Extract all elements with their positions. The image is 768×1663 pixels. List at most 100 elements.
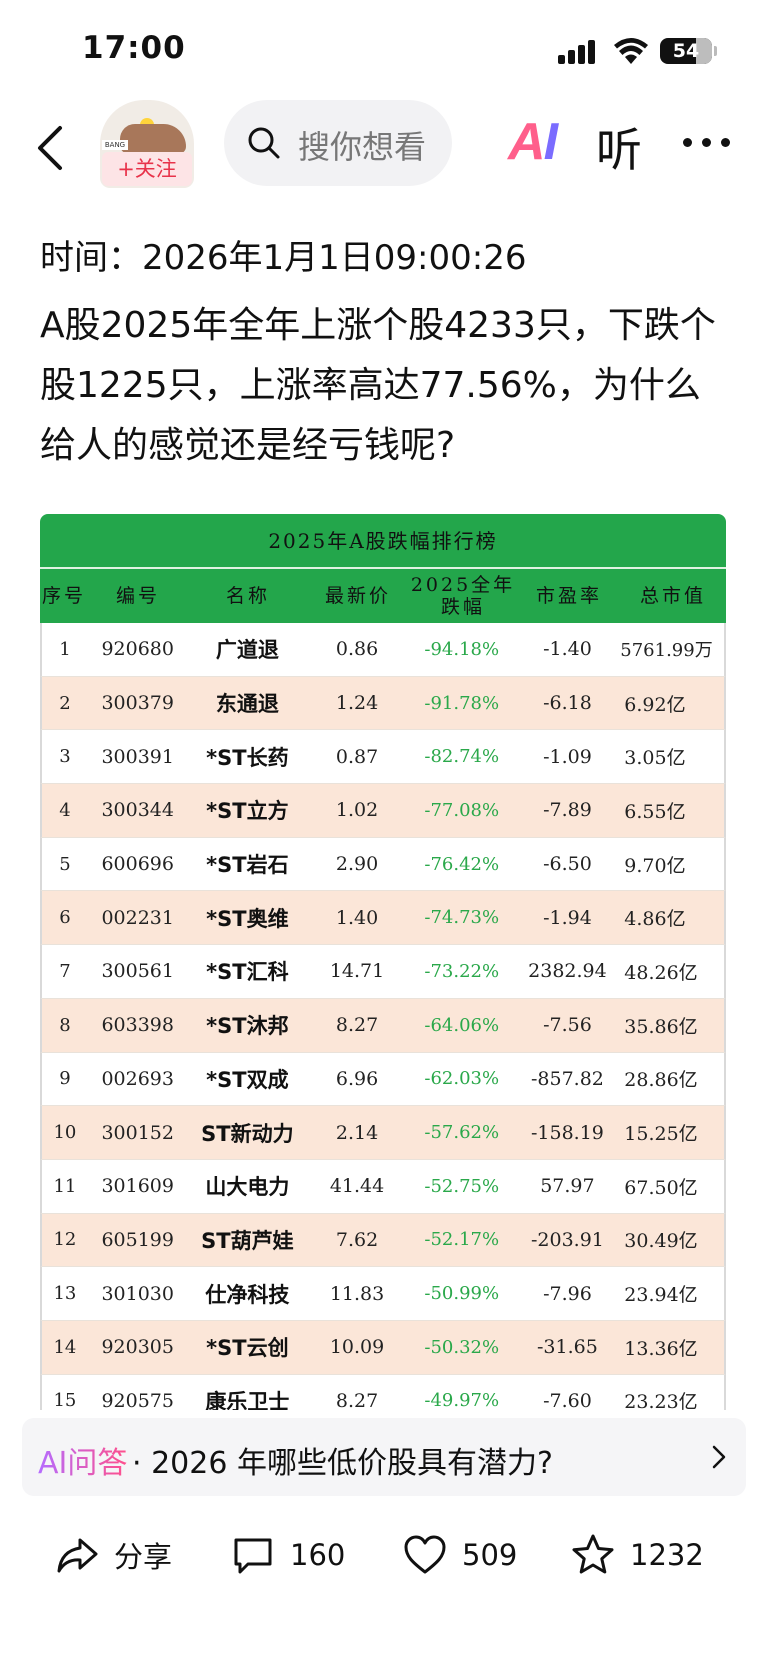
cell-market-cap: 15.25亿 <box>624 1123 698 1146</box>
cell-price: 1.40 <box>335 906 379 929</box>
cell-change: -50.32% <box>424 1336 500 1358</box>
cell-pe: -1.09 <box>543 745 592 768</box>
cell-price: 7.62 <box>335 1228 379 1251</box>
star-icon <box>572 1534 614 1574</box>
share-button[interactable]: 分享 <box>54 1530 172 1580</box>
table-row: 14 920305 *ST云创 10.09 -50.32% -31.65 13.… <box>40 1320 726 1375</box>
cell-rank: 3 <box>59 746 71 768</box>
cell-price: 8.27 <box>335 1389 379 1410</box>
follow-button[interactable]: +关注 <box>102 152 192 186</box>
table-caption: 2025年A股跌幅排行榜 <box>40 514 726 569</box>
cell-pe: -31.65 <box>537 1336 598 1359</box>
cell-name: *ST双成 <box>206 1067 289 1092</box>
cell-change: -82.74% <box>424 746 500 768</box>
cell-rank: 2 <box>59 692 71 714</box>
cell-market-cap: 5761.99万 <box>620 640 713 662</box>
cell-rank: 5 <box>59 853 71 875</box>
cell-code: 002693 <box>101 1067 174 1090</box>
cell-change: -91.78% <box>424 692 500 714</box>
table-row: 8 603398 *ST沐邦 8.27 -64.06% -7.56 35.86亿 <box>40 998 726 1053</box>
ranking-table-image[interactable]: 2025年A股跌幅排行榜 序号 编号 名称 最新价 2025全年 跌幅 市盈率 … <box>40 514 726 1410</box>
favorite-count: 1232 <box>630 1538 704 1572</box>
cell-name: *ST汇科 <box>206 960 289 985</box>
cell-market-cap: 23.23亿 <box>624 1391 698 1410</box>
cell-name: *ST云创 <box>206 1336 289 1361</box>
search-icon <box>248 127 280 159</box>
cell-market-cap: 6.92亿 <box>624 693 686 716</box>
cell-change: -77.08% <box>424 799 500 821</box>
cell-code: 300344 <box>101 799 174 822</box>
cell-change: -94.18% <box>424 638 500 660</box>
ai-assistant-button[interactable]: AI <box>508 112 558 172</box>
cell-code: 301030 <box>101 1282 174 1305</box>
cell-rank: 13 <box>53 1283 77 1305</box>
cell-price: 11.83 <box>329 1282 385 1305</box>
cell-name: 东通退 <box>215 692 279 717</box>
cell-name: *ST奥维 <box>206 906 289 931</box>
table-row: 6 002231 *ST奥维 1.40 -74.73% -1.94 4.86亿 <box>40 891 726 946</box>
header-price: 最新价 <box>324 585 391 607</box>
cell-code: 300561 <box>101 960 174 983</box>
cell-price: 0.87 <box>335 745 379 768</box>
back-arrow-icon[interactable] <box>30 120 74 176</box>
table-row: 7 300561 *ST汇科 14.71 -73.22% 2382.94 48.… <box>40 945 726 999</box>
cell-pe: -857.82 <box>530 1067 604 1090</box>
cell-price: 1.24 <box>335 692 379 715</box>
comment-count: 160 <box>290 1538 346 1572</box>
cell-name: 仕净科技 <box>205 1282 290 1307</box>
cell-change: -49.97% <box>424 1390 500 1410</box>
status-bar: 17:00 54 <box>0 0 768 100</box>
cell-pe: 57.97 <box>540 1175 595 1198</box>
ai-question-suggestion[interactable]: AI问答 · 2026 年哪些低价股具有潜力? <box>22 1418 746 1496</box>
avatar-brand-label: BANG <box>102 140 128 150</box>
cell-market-cap: 67.50亿 <box>624 1176 698 1199</box>
status-time: 17:00 <box>82 30 186 66</box>
search-input[interactable]: 搜你想看 <box>224 100 452 186</box>
favorite-button[interactable]: 1232 <box>570 1530 704 1580</box>
cell-price: 14.71 <box>329 960 385 983</box>
more-options-icon[interactable] <box>683 138 731 150</box>
cell-market-cap: 30.49亿 <box>624 1230 698 1253</box>
cell-code: 600696 <box>101 853 174 876</box>
cell-rank: 10 <box>53 1122 77 1144</box>
cell-price: 41.44 <box>329 1175 385 1198</box>
cell-price: 2.90 <box>335 853 379 876</box>
table-row: 13 301030 仕净科技 11.83 -50.99% -7.96 23.94… <box>40 1267 726 1321</box>
cell-name: 广道退 <box>215 638 279 663</box>
header-change-line2: 跌幅 <box>440 596 485 618</box>
cell-name: *ST立方 <box>206 799 289 824</box>
cell-name: 山大电力 <box>205 1175 290 1200</box>
battery-level: 54 <box>672 40 700 62</box>
cell-name: *ST岩石 <box>206 853 289 878</box>
cell-code: 301609 <box>101 1175 174 1198</box>
like-count: 509 <box>462 1538 518 1572</box>
cell-code: 300391 <box>101 745 174 768</box>
cell-rank: 9 <box>59 1068 71 1090</box>
cell-price: 8.27 <box>335 1014 379 1037</box>
header-change-line1: 2025全年 <box>410 574 516 596</box>
cell-pe: -7.60 <box>543 1389 592 1410</box>
cell-market-cap: 6.55亿 <box>624 800 686 823</box>
cell-pe: -203.91 <box>530 1228 604 1251</box>
header-pe: 市盈率 <box>535 585 602 607</box>
table-row: 15 920575 康乐卫士 8.27 -49.97% -7.60 23.23亿 <box>40 1374 726 1410</box>
cell-pe: -1.40 <box>543 638 592 661</box>
cell-market-cap: 3.05亿 <box>624 747 686 770</box>
cell-price: 0.86 <box>335 638 379 661</box>
table-body: 1 920680 广道退 0.86 -94.18% -1.40 5761.99万… <box>40 623 726 1410</box>
table-row: 12 605199 ST葫芦娃 7.62 -52.17% -203.91 30.… <box>40 1213 726 1268</box>
like-button[interactable]: 509 <box>402 1530 517 1580</box>
cell-pe: -7.96 <box>543 1282 592 1305</box>
table-row: 10 300152 ST新动力 2.14 -57.62% -158.19 15.… <box>40 1106 726 1160</box>
cell-rank: 7 <box>59 960 71 982</box>
listen-button[interactable]: 听 <box>596 123 642 177</box>
comment-icon <box>234 1538 272 1574</box>
cell-market-cap: 4.86亿 <box>624 908 686 931</box>
cell-price: 1.02 <box>335 799 379 822</box>
cell-change: -64.06% <box>424 1014 500 1036</box>
cell-rank: 12 <box>53 1229 77 1251</box>
heart-icon <box>404 1535 446 1574</box>
comment-button[interactable]: 160 <box>230 1530 345 1580</box>
chevron-right-icon <box>712 1445 726 1469</box>
cell-code: 920305 <box>101 1336 174 1359</box>
